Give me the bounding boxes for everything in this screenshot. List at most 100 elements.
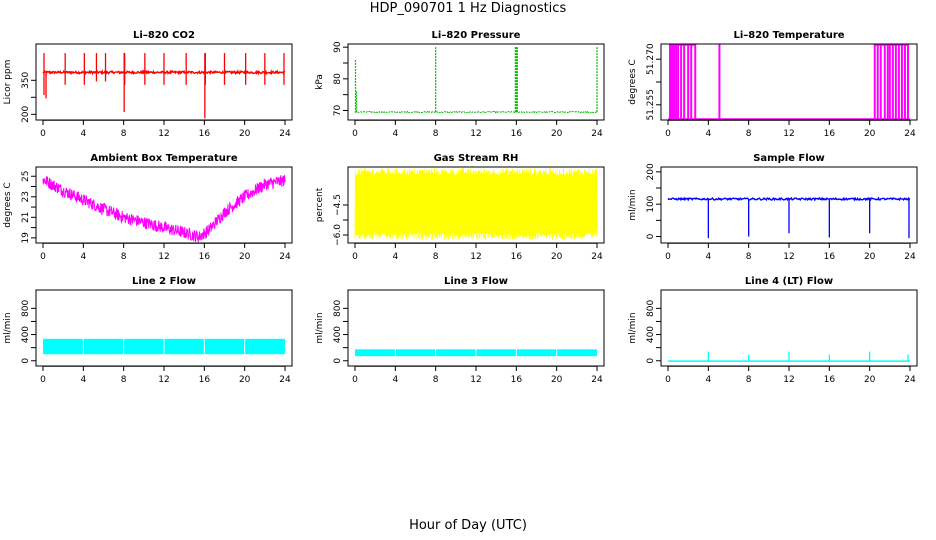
y-axis-label: degrees C — [3, 182, 13, 227]
x-tick-label: 24 — [279, 375, 291, 385]
y-tick-label: 51.255 — [646, 89, 656, 121]
x-tick-label: 4 — [80, 375, 86, 385]
y-tick-label: 100 — [646, 195, 656, 212]
y-tick-label: 0 — [21, 358, 31, 364]
y-axis-label: degrees C — [628, 59, 638, 104]
x-tick-label: 8 — [433, 129, 439, 139]
y-axis-label: Licor ppm — [3, 60, 13, 105]
x-tick-label: 0 — [40, 375, 46, 385]
x-tick-label: 12 — [470, 252, 481, 262]
plot-area — [43, 336, 285, 357]
x-tick-label: 8 — [433, 252, 439, 262]
plot-area — [355, 347, 597, 359]
x-tick-label: 16 — [199, 375, 211, 385]
y-tick-label: 0 — [646, 233, 656, 239]
x-tick-label: 0 — [352, 375, 358, 385]
y-axis-label: ml/min — [315, 312, 325, 343]
y-tick-label: 51.270 — [646, 43, 656, 75]
y-tick-label: 90 — [333, 41, 343, 53]
x-tick-label: 24 — [279, 252, 291, 262]
x-tick-label: 4 — [392, 129, 398, 139]
x-tick-label: 24 — [591, 252, 603, 262]
y-tick-label: 70 — [333, 105, 343, 117]
y-tick-label: 23 — [21, 191, 31, 202]
x-tick-label: 12 — [158, 252, 169, 262]
x-tick-label: 4 — [80, 129, 86, 139]
x-tick-label: 4 — [705, 129, 711, 139]
y-tick-label: 19 — [21, 232, 31, 244]
chart-panel-8: Line 3 Flow 0 4 8 12 16 20 24 0 400 800 ml/min — [315, 276, 605, 385]
y-tick-label: 25 — [21, 171, 31, 182]
x-tick-label: 4 — [392, 252, 398, 262]
x-tick-label: 16 — [511, 252, 523, 262]
x-tick-label: 20 — [551, 129, 563, 139]
chart-panel-4: Ambient Box Temperature 0 4 8 12 16 20 24 19 21 23… — [3, 153, 293, 262]
series-line — [42, 174, 286, 243]
x-tick-label: 0 — [665, 252, 671, 262]
y-tick-label: 21 — [21, 212, 31, 223]
chart-panel-7: Line 2 Flow 0 4 8 12 16 20 24 0 400 800 ml/min — [3, 276, 293, 385]
y-axis-label: ml/min — [628, 312, 638, 343]
plot-area — [668, 351, 910, 362]
y-tick-label: −4.5 — [333, 194, 343, 216]
x-tick-label: 16 — [511, 129, 523, 139]
chart-title: Li–820 Pressure — [432, 30, 521, 41]
x-tick-label: 0 — [665, 375, 671, 385]
chart-title: Gas Stream RH — [434, 153, 519, 164]
figure-x-axis-label: Hour of Day (UTC) — [409, 518, 527, 533]
x-tick-label: 16 — [824, 375, 836, 385]
y-tick-label: 400 — [333, 326, 343, 343]
x-tick-label: 24 — [591, 375, 603, 385]
x-tick-label: 20 — [864, 375, 876, 385]
x-tick-label: 0 — [352, 252, 358, 262]
chart-title: Li–820 Temperature — [733, 30, 844, 41]
x-tick-label: 8 — [433, 375, 439, 385]
x-tick-label: 24 — [904, 375, 916, 385]
chart-panel-3: Li–820 Temperature 0 4 8 12 16 20 24 51.255 51.27… — [628, 30, 918, 139]
x-tick-label: 12 — [783, 129, 794, 139]
x-tick-label: 12 — [783, 252, 794, 262]
y-tick-label: 800 — [646, 299, 656, 316]
x-tick-label: 24 — [904, 252, 916, 262]
x-tick-label: 24 — [591, 129, 603, 139]
series-line — [354, 167, 598, 241]
x-tick-label: 0 — [352, 129, 358, 139]
plot-area — [354, 167, 598, 241]
y-tick-label: 800 — [21, 299, 31, 316]
x-tick-label: 8 — [121, 375, 127, 385]
x-tick-label: 4 — [705, 375, 711, 385]
x-tick-label: 24 — [279, 129, 291, 139]
x-tick-label: 16 — [199, 129, 211, 139]
y-axis-label: kPa — [315, 74, 325, 90]
x-tick-label: 16 — [199, 252, 211, 262]
x-tick-label: 4 — [392, 375, 398, 385]
chart-panel-6: Sample Flow 0 4 8 12 16 20 24 0 100 200 ml/min — [628, 153, 918, 262]
chart-title: Sample Flow — [753, 153, 825, 164]
x-tick-label: 12 — [783, 375, 794, 385]
x-tick-label: 16 — [511, 375, 523, 385]
x-tick-label: 20 — [864, 129, 876, 139]
x-tick-label: 0 — [40, 129, 46, 139]
chart-title: Line 2 Flow — [132, 276, 196, 287]
x-tick-label: 20 — [239, 375, 251, 385]
y-tick-label: −6.0 — [333, 224, 343, 246]
y-tick-label: 0 — [333, 358, 343, 364]
x-tick-label: 12 — [158, 375, 169, 385]
x-tick-label: 20 — [864, 252, 876, 262]
x-tick-label: 8 — [746, 375, 752, 385]
x-tick-label: 0 — [665, 129, 671, 139]
x-tick-label: 16 — [824, 252, 836, 262]
y-tick-label: 400 — [21, 326, 31, 343]
chart-title: Line 3 Flow — [444, 276, 508, 287]
x-tick-label: 24 — [904, 129, 916, 139]
x-tick-label: 8 — [121, 129, 127, 139]
x-tick-label: 20 — [239, 252, 251, 262]
x-tick-label: 12 — [470, 375, 481, 385]
x-tick-label: 8 — [746, 252, 752, 262]
y-axis-label: ml/min — [628, 189, 638, 220]
y-axis-label: percent — [315, 187, 325, 222]
y-tick-label: 0 — [646, 358, 656, 364]
figure-title: HDP_090701 1 Hz Diagnostics — [369, 1, 567, 16]
chart-panel-2: Li–820 Pressure 0 4 8 12 16 20 24 70 80 90 kPa — [315, 30, 605, 139]
